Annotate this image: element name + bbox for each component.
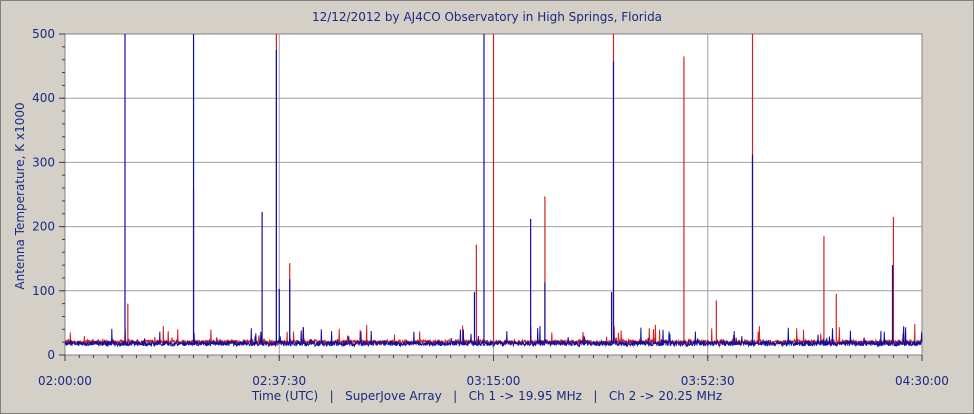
series-ch2 — [64, 34, 923, 348]
chart-title: 12/12/2012 by AJ4CO Observatory in High … — [311, 10, 663, 24]
x-tick-label: 02:00:00 — [38, 374, 92, 388]
x-tick-label: 03:15:00 — [467, 374, 521, 388]
x-tick-label: 03:52:30 — [681, 374, 735, 388]
series-noise-line — [64, 325, 923, 348]
axis-ticks — [59, 33, 923, 361]
y-tick-label: 100 — [32, 284, 55, 298]
y-tick-label: 0 — [47, 348, 55, 362]
x-tick-label: 02:37:30 — [252, 374, 306, 388]
y-tick-label: 200 — [32, 220, 55, 234]
y-tick-label: 300 — [32, 155, 55, 169]
tick-labels: 0 100 200 300 400 500 02:00:00 02:37:30 03:15:00… — [32, 27, 949, 388]
y-tick-label: 500 — [32, 27, 55, 41]
x-axis-label: Time (UTC) | SuperJove Array | Ch 1 -> 1… — [251, 389, 723, 403]
y-tick-label: 400 — [32, 91, 55, 105]
x-tick-label: 04:30:00 — [895, 374, 949, 388]
